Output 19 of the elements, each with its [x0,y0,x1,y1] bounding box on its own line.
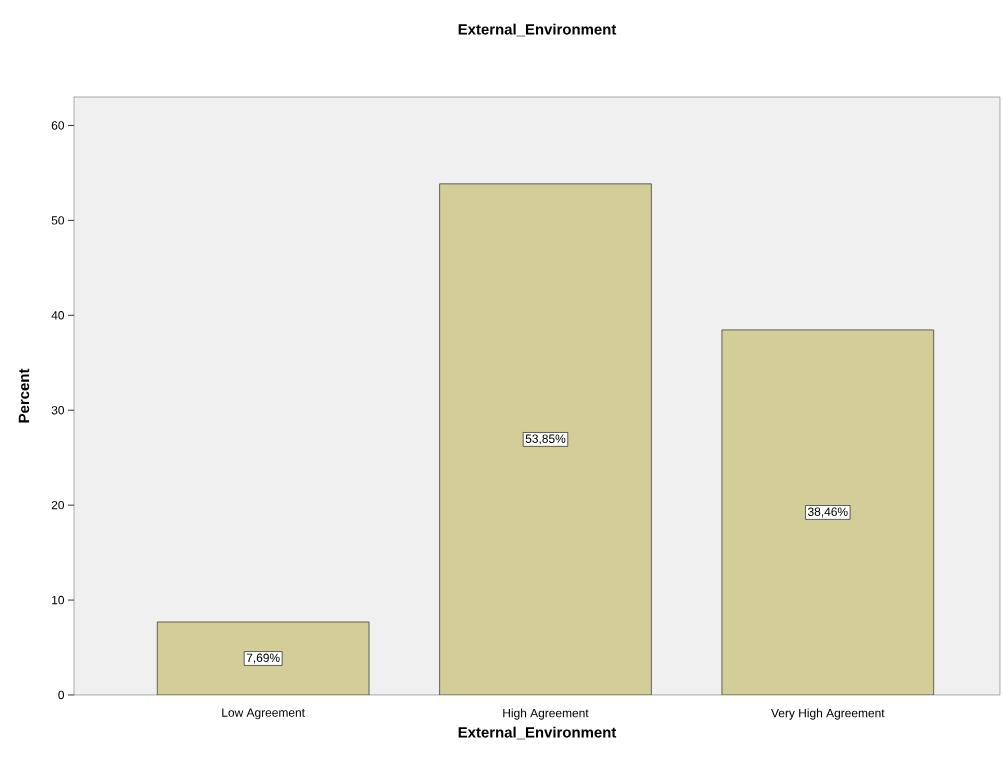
y-axis-title: Percent [18,368,30,423]
bar [156,621,370,695]
x-tick-label: High Agreement [503,708,589,720]
x-tick-label: Low Agreement [222,708,305,720]
y-tick-label: 20 [51,500,65,510]
y-tick-label: 30 [51,406,65,415]
data-label: 53,85% [525,434,566,445]
x-tick-label: Very High Agreement [771,708,885,720]
y-tick-label: 0 [58,690,65,700]
chart-title: External_Environment [458,23,617,37]
x-axis-title: External_Environment [458,726,617,740]
y-tick-label: 10 [52,595,65,605]
bar [439,183,652,695]
y-tick-label: 50 [51,216,65,225]
data-label: 38,46% [807,507,848,518]
bar [721,329,935,695]
data-label: 7,69% [246,653,280,664]
y-tick-label: 60 [51,121,65,130]
y-tick-label: 40 [51,311,65,320]
